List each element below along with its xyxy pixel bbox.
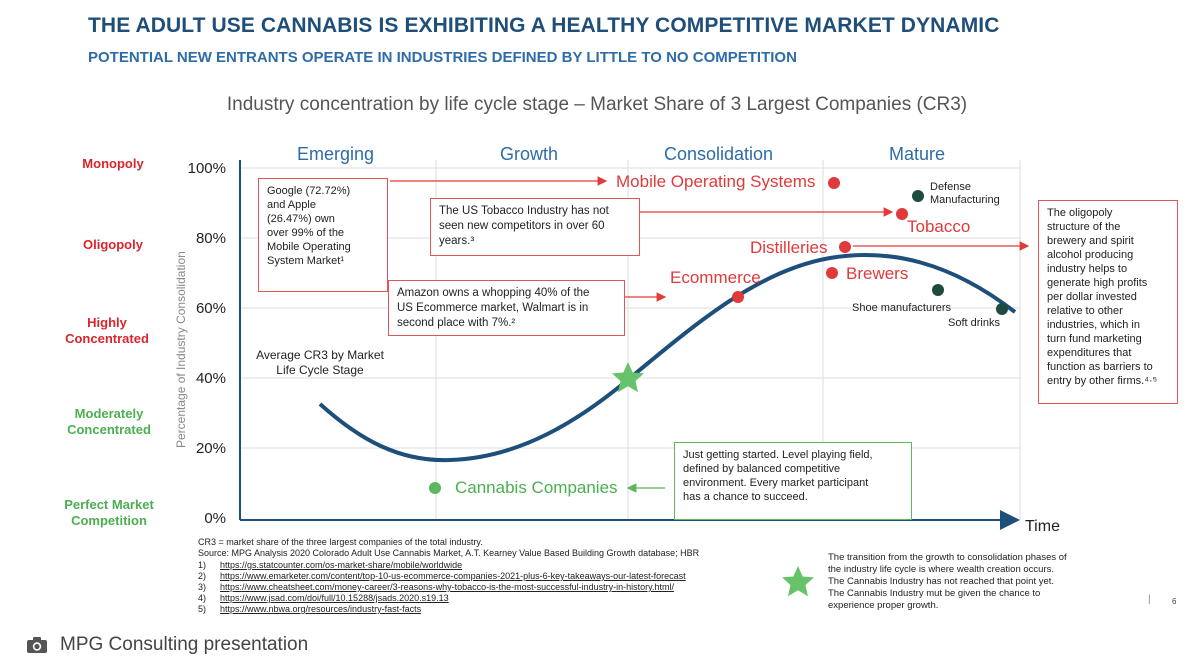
category-highly-concentrated: Highly Concentrated [65,315,149,346]
star-transition-icon [612,362,644,393]
footnote-link[interactable]: https://www.emarketer.com/content/top-10… [220,571,686,581]
camera-icon [27,637,47,653]
point-soft-drinks [996,303,1008,315]
stage-growth: Growth [500,144,559,164]
presentation-caption: MPG Consulting presentation [60,634,309,655]
cr3-curve-label: Average CR3 by Market Life Cycle Stage [256,348,384,377]
point-brewers [826,267,838,279]
stage-emerging: Emerging [297,144,375,164]
category-monopoly: Monopoly [82,156,144,171]
star-legend-icon [782,566,814,597]
footnote-definition: CR3 = market share of the three largest … [198,537,483,547]
google-annotation-box: Google (72.72%) and Apple (26.47%) own o… [258,178,388,292]
point-ecommerce [732,291,744,303]
point-mobile-os [828,177,840,189]
label-brewers: Brewers [846,264,909,283]
point-tobacco [896,208,908,220]
page-separator: | [1148,594,1151,605]
label-cannabis: Cannabis Companies [455,478,618,497]
point-distilleries [839,241,851,253]
label-mobile-os: Mobile Operating Systems [616,172,816,191]
category-moderately-concentrated: Moderately Concentrated [67,406,151,437]
footnote-ref: 3) https://www.cheatsheet.com/money-caree… [198,582,674,592]
label-soft-drinks: Soft drinks [948,317,1000,329]
footnote-link[interactable]: https://www.nbwa.org/resources/industry-… [220,604,422,614]
footnote-ref: 4) https://www.jsad.com/doi/full/10.15288… [198,593,449,603]
label-defense: Defense Manufacturing [930,181,1000,206]
cr3-curve [318,252,1017,463]
slide-title: THE ADULT USE CANNABIS IS EXHIBITING A H… [88,14,1000,37]
point-cannabis [429,482,441,494]
footnote-link[interactable]: https://gs.statcounter.com/os-market-sha… [220,560,463,570]
y-tick-20: 20% [195,440,226,457]
footnote-ref: 5) https://www.nbwa.org/resources/industr… [198,604,422,614]
label-distilleries: Distilleries [750,238,828,257]
star-legend-text: The transition from the growth to consol… [828,552,1067,611]
label-ecommerce: Ecommerce [670,268,761,287]
tobacco-annotation-box: The US Tobacco Industry has not seen new… [430,198,640,256]
footnote-source: Source: MPG Analysis 2020 Colorado Adult… [198,548,700,558]
cannabis-annotation-box: Just getting started. Level playing fiel… [674,442,912,520]
footnote-ref: 1) https://gs.statcounter.com/os-market-s… [198,560,463,570]
point-shoe [932,284,944,296]
chart-title: Industry concentration by life cycle sta… [226,94,968,115]
footnote-ref: 2) https://www.emarketer.com/content/top-… [198,571,686,581]
y-tick-40: 40% [195,370,226,387]
stage-mature: Mature [889,144,946,164]
y-tick-60: 60% [195,300,226,317]
category-perfect-competition: Perfect Market Competition [64,497,154,528]
category-oligopoly: Oligopoly [83,237,143,252]
amazon-annotation-box: Amazon owns a whopping 40% of the US Eco… [388,280,625,336]
point-defense [912,190,924,202]
slide-subtitle: POTENTIAL NEW ENTRANTS OPERATE IN INDUST… [88,49,797,66]
stage-consolidation: Consolidation [664,144,774,164]
page-number: 6 [1172,597,1177,606]
footnote-link[interactable]: https://www.jsad.com/doi/full/10.15288/j… [220,593,449,603]
y-tick-0: 0% [204,510,226,527]
x-axis-label: Time [1025,518,1060,535]
label-shoe-manufacturers: Shoe manufacturers [852,302,952,314]
y-tick-80: 80% [195,230,226,247]
label-tobacco: Tobacco [907,217,971,236]
footnote-refs: 1) https://gs.statcounter.com/os-market-s… [198,560,686,615]
oligopoly-annotation-box: The oligopoly structure of the brewery a… [1038,200,1178,404]
footnote-link[interactable]: https://www.cheatsheet.com/money-career/… [220,582,674,592]
y-tick-100: 100% [187,160,226,177]
